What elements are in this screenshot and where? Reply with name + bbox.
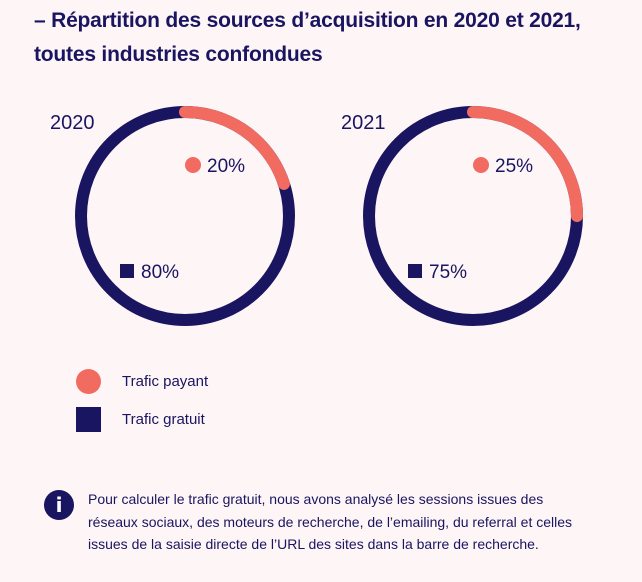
marker-paid-2021 [473, 157, 489, 173]
marker-paid-2020 [185, 157, 201, 173]
note-text: Pour calculer le trafic gratuit, nous av… [88, 491, 573, 552]
ring-chart-2021: 2021 25% 75% [341, 106, 583, 326]
legend-label: Trafic gratuit [122, 410, 205, 428]
pct-label-paid-2021: 25% [495, 156, 533, 177]
info-icon: i [44, 490, 74, 520]
year-label-2021: 2021 [341, 112, 386, 134]
legend-label: Trafic payant [122, 372, 209, 390]
legend-item-free: Trafic gratuit [76, 400, 208, 438]
legend-circle-icon [76, 368, 101, 394]
legend-item-paid: Trafic payant [76, 362, 208, 400]
marker-free-2021 [408, 264, 422, 278]
legend: Trafic payant Trafic gratuit [76, 362, 208, 438]
ring-segment-paid-2021 [363, 106, 583, 326]
pct-label-free-2021: 75% [429, 262, 467, 283]
info-note: i Pour calculer le trafic gratuit, nous … [44, 488, 588, 556]
ring-segment-paid-2020 [75, 106, 295, 326]
ring-charts: 2020 20% 80% 2021 25% 75% [50, 106, 583, 326]
pct-label-free-2020: 80% [141, 262, 179, 283]
legend-square-icon [76, 406, 101, 432]
ring-chart-2020: 2020 20% 80% [50, 106, 295, 326]
pct-label-paid-2020: 20% [207, 156, 245, 177]
chart-title: – Répartition des sources d’acquisition … [34, 9, 581, 66]
marker-free-2020 [120, 264, 134, 278]
year-label-2020: 2020 [50, 112, 95, 134]
